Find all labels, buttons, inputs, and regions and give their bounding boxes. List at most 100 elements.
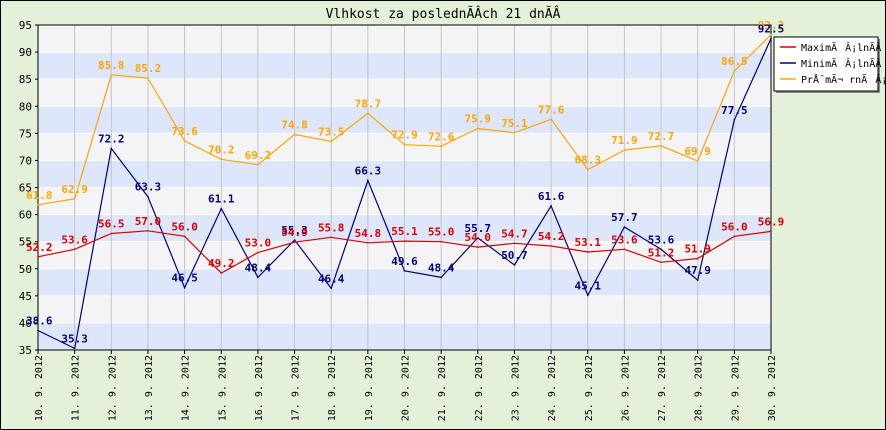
y-tick-label: 70 [19, 154, 32, 167]
data-point [73, 198, 76, 200]
data-point [183, 235, 186, 238]
data-point [550, 245, 552, 247]
data-point [477, 127, 479, 130]
data-point [403, 143, 406, 146]
data-label: 71.9 [611, 134, 638, 147]
data-label: 75.1 [501, 117, 528, 130]
y-tick-label: 85 [19, 73, 32, 86]
data-point [367, 179, 369, 182]
x-tick-label: 22. 9. 2012 [474, 355, 485, 421]
x-axis: 10. 9. 2012 11. 9. 2012 12. 9. 2012 13. 9. … [34, 350, 778, 421]
y-tick-label: 45 [19, 290, 32, 303]
data-point [550, 205, 552, 207]
x-tick-label: 27. 9. 2012 [657, 355, 668, 421]
legend-label: MinimÃÂ¡lnÃ­Â­ [801, 57, 881, 70]
data-point [257, 276, 259, 279]
chart-title: Vlhkost za poslednÃ­Â­ch 21 dnÃ­Â­ [326, 6, 561, 22]
data-point [73, 347, 76, 350]
x-tick-label: 24. 9. 2012 [547, 355, 558, 421]
data-label: 72.9 [391, 129, 418, 142]
data-label: 57.0 [135, 215, 162, 228]
data-point [293, 133, 296, 136]
data-label: 93.2 [758, 19, 785, 32]
data-label: 74.8 [281, 118, 308, 131]
data-point [513, 264, 516, 266]
data-point [37, 329, 39, 332]
data-label: 62.9 [61, 183, 88, 196]
data-point [623, 149, 626, 151]
data-point [660, 144, 662, 147]
data-point [330, 236, 333, 239]
y-tick-label: 40 [19, 317, 32, 330]
legend-box [773, 36, 879, 92]
x-tick-label: 18. 9. 2012 [327, 355, 338, 421]
series-lines [37, 33, 772, 350]
legend: MaximÃÂ¡lnÃ­Â­ MinimÃÂ¡lnÃ­Â­ PrÅ¯mÃ¬ rn… [773, 36, 886, 93]
x-tick-label: 29. 9. 2012 [730, 355, 741, 421]
x-tick-label: 20. 9. 2012 [401, 355, 412, 421]
y-tick-label: 60 [19, 209, 32, 222]
data-point [696, 160, 699, 162]
x-tick-label: 14. 9. 2012 [181, 355, 192, 421]
data-point [513, 242, 516, 245]
y-tick-label: 65 [19, 182, 32, 195]
data-point [623, 226, 626, 228]
data-label: 56.0 [721, 220, 748, 233]
legend-label: MaximÃÂ¡lnÃ­Â­ [801, 41, 881, 54]
data-label: 72.2 [98, 133, 125, 146]
legend-label: PrÅ¯mÃ¬ rnÃÂ¡ [801, 73, 886, 86]
data-point [696, 257, 699, 260]
data-point [293, 241, 296, 244]
data-label: 70.2 [208, 143, 235, 156]
data-point [440, 240, 442, 243]
data-point [147, 195, 149, 198]
x-tick-label: 30. 9. 2012 [767, 355, 778, 421]
data-label: 48.4 [428, 261, 455, 274]
data-point [586, 294, 589, 297]
data-label: 77.5 [721, 104, 748, 117]
data-label: 48.4 [245, 261, 272, 274]
data-point [513, 131, 516, 134]
data-point [293, 239, 296, 241]
data-label: 46.5 [171, 272, 198, 285]
data-label: 85.2 [135, 62, 162, 75]
data-point [147, 77, 149, 79]
x-tick-label: 26. 9. 2012 [620, 355, 631, 421]
data-label: 86.5 [721, 55, 748, 68]
data-label: 52.2 [26, 241, 53, 254]
x-tick-label: 13. 9. 2012 [144, 355, 155, 421]
y-tick-label: 55 [19, 236, 32, 249]
data-label: 63.3 [135, 181, 162, 194]
data-point [623, 248, 626, 251]
data-label: 56.9 [758, 215, 785, 228]
y-tick-label: 35 [19, 344, 32, 357]
data-label: 45.1 [575, 279, 602, 292]
data-label: 85.8 [98, 59, 125, 72]
x-tick-label: 19. 9. 2012 [364, 355, 375, 421]
data-point [257, 251, 259, 254]
data-point [367, 241, 369, 244]
data-label: 92.5 [758, 23, 785, 36]
data-label: 47.9 [684, 264, 711, 277]
data-point [403, 240, 406, 242]
data-label: 72.6 [428, 130, 455, 143]
data-labels: 61.8 62.9 85.8 85.2 73.6 70.2 69.2 74.8 73.5 78.7… [26, 19, 784, 346]
data-point [770, 230, 772, 233]
data-point [220, 158, 223, 161]
x-tick-label: 12. 9. 2012 [107, 355, 118, 421]
data-label: 73.6 [171, 125, 198, 138]
x-tick-label: 21. 9. 2012 [437, 355, 448, 421]
data-point [367, 112, 369, 115]
data-label: 54.8 [355, 227, 382, 240]
x-tick-label: 11. 9. 2012 [71, 355, 82, 421]
data-point [477, 237, 479, 239]
y-tick-label: 75 [19, 127, 32, 140]
data-label: 53.0 [245, 237, 272, 250]
data-label: 61.6 [538, 190, 565, 203]
data-label: 35.3 [61, 332, 88, 345]
data-point [73, 248, 76, 251]
data-label: 54.9 [281, 226, 308, 239]
y-tick-label: 50 [19, 263, 32, 276]
data-point [477, 246, 479, 248]
